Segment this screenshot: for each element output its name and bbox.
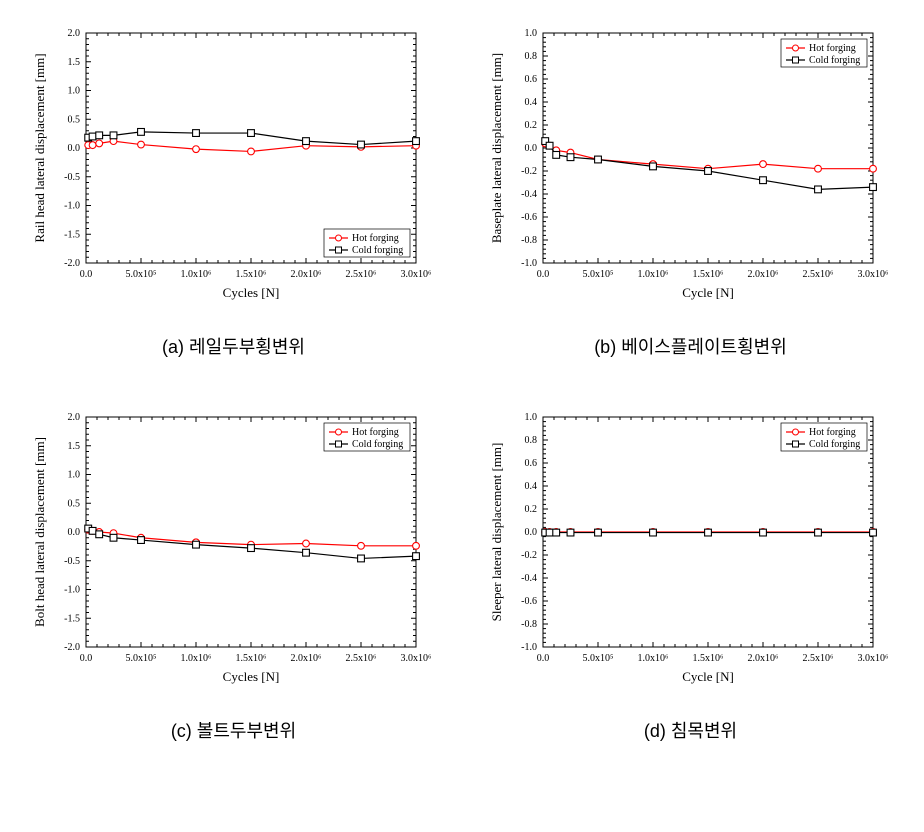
svg-text:0.0: 0.0 xyxy=(79,269,92,280)
svg-text:1.5: 1.5 xyxy=(67,57,80,68)
svg-text:0.8: 0.8 xyxy=(524,435,537,446)
svg-text:3.0x10⁶: 3.0x10⁶ xyxy=(857,653,889,664)
svg-text:Hot forging: Hot forging xyxy=(809,427,856,438)
svg-text:-0.6: -0.6 xyxy=(521,596,537,607)
svg-text:0.6: 0.6 xyxy=(524,74,537,85)
svg-text:0.0: 0.0 xyxy=(536,269,549,280)
svg-text:Hot forging: Hot forging xyxy=(352,233,399,244)
svg-text:Hot forging: Hot forging xyxy=(352,427,399,438)
svg-text:1.5x10⁶: 1.5x10⁶ xyxy=(692,653,724,664)
svg-text:0.8: 0.8 xyxy=(524,51,537,62)
svg-text:-2.0: -2.0 xyxy=(64,258,80,269)
svg-text:-0.8: -0.8 xyxy=(521,235,537,246)
svg-text:0.0: 0.0 xyxy=(524,527,537,538)
chart-a: 0.0 5.0x10⁵ 1.0x10⁶ 1.5x10⁶ 2.0x10⁶ 2.5x10⁶ 3.… xyxy=(24,15,444,315)
svg-text:-2.0: -2.0 xyxy=(64,642,80,653)
chart-caption-d: (d) 침목변위 xyxy=(644,717,737,743)
svg-text:3.0x10⁶: 3.0x10⁶ xyxy=(400,653,432,664)
y-axis-label: Baseplate lateral displacement [mm] xyxy=(489,53,504,243)
y-axis-label: Bolt head lateral displacement [mm] xyxy=(32,437,47,627)
svg-text:1.0: 1.0 xyxy=(67,86,80,97)
svg-text:0.0: 0.0 xyxy=(536,653,549,664)
x-axis-label: Cycles [N] xyxy=(222,669,279,684)
svg-text:-1.5: -1.5 xyxy=(64,613,80,624)
svg-text:1.0x10⁶: 1.0x10⁶ xyxy=(637,653,669,664)
svg-text:-0.5: -0.5 xyxy=(64,556,80,567)
svg-text:-1.0: -1.0 xyxy=(64,585,80,596)
svg-text:0.5: 0.5 xyxy=(67,498,80,509)
svg-text:2.0x10⁶: 2.0x10⁶ xyxy=(747,269,779,280)
svg-text:0.5: 0.5 xyxy=(67,114,80,125)
svg-text:5.0x10⁵: 5.0x10⁵ xyxy=(582,653,613,664)
svg-text:0.0: 0.0 xyxy=(67,143,80,154)
chart-d: 0.0 5.0x10⁵ 1.0x10⁶ 1.5x10⁶ 2.0x10⁶ 2.5x10⁶ 3.… xyxy=(481,399,901,699)
svg-text:1.0: 1.0 xyxy=(524,28,537,39)
svg-text:0.2: 0.2 xyxy=(524,120,537,131)
svg-text:0.0: 0.0 xyxy=(67,527,80,538)
chart-caption-b: (b) 베이스플레이트횡변위 xyxy=(594,333,787,359)
svg-text:1.0x10⁶: 1.0x10⁶ xyxy=(180,653,212,664)
svg-text:0.6: 0.6 xyxy=(524,458,537,469)
svg-text:Cold forging: Cold forging xyxy=(809,55,860,66)
svg-text:3.0x10⁶: 3.0x10⁶ xyxy=(857,269,889,280)
svg-text:2.5x10⁶: 2.5x10⁶ xyxy=(802,269,834,280)
svg-text:2.5x10⁶: 2.5x10⁶ xyxy=(345,653,377,664)
svg-text:2.0: 2.0 xyxy=(67,28,80,39)
chart-caption-a: (a) 레일두부횡변위 xyxy=(162,333,305,359)
svg-text:1.5x10⁶: 1.5x10⁶ xyxy=(235,269,267,280)
svg-text:3.0x10⁶: 3.0x10⁶ xyxy=(400,269,432,280)
svg-text:-0.2: -0.2 xyxy=(521,166,537,177)
svg-text:-1.0: -1.0 xyxy=(521,258,537,269)
svg-text:-1.0: -1.0 xyxy=(64,201,80,212)
svg-text:-0.8: -0.8 xyxy=(521,619,537,630)
svg-text:0.0: 0.0 xyxy=(524,143,537,154)
chart-c: 0.0 5.0x10⁵ 1.0x10⁶ 1.5x10⁶ 2.0x10⁶ 2.5x10⁶ 3.… xyxy=(24,399,444,699)
svg-text:Cold forging: Cold forging xyxy=(352,245,403,256)
svg-text:2.5x10⁶: 2.5x10⁶ xyxy=(345,269,377,280)
svg-text:Hot forging: Hot forging xyxy=(809,43,856,54)
svg-text:2.5x10⁶: 2.5x10⁶ xyxy=(802,653,834,664)
chart-cell-c: 0.0 5.0x10⁵ 1.0x10⁶ 1.5x10⁶ 2.0x10⁶ 2.5x10⁶ 3.… xyxy=(15,399,452,743)
svg-text:1.0: 1.0 xyxy=(524,412,537,423)
svg-text:1.0x10⁶: 1.0x10⁶ xyxy=(180,269,212,280)
svg-text:-0.4: -0.4 xyxy=(521,573,537,584)
svg-text:0.0: 0.0 xyxy=(79,653,92,664)
chart-cell-b: 0.0 5.0x10⁵ 1.0x10⁶ 1.5x10⁶ 2.0x10⁶ 2.5x10⁶ 3.… xyxy=(472,15,909,359)
x-axis-label: Cycles [N] xyxy=(222,285,279,300)
svg-text:1.0x10⁶: 1.0x10⁶ xyxy=(637,269,669,280)
svg-text:5.0x10⁵: 5.0x10⁵ xyxy=(125,653,156,664)
svg-text:2.0x10⁶: 2.0x10⁶ xyxy=(290,269,322,280)
svg-text:-1.5: -1.5 xyxy=(64,229,80,240)
x-axis-label: Cycle [N] xyxy=(682,285,734,300)
svg-text:0.2: 0.2 xyxy=(524,504,537,515)
chart-caption-c: (c) 볼트두부변위 xyxy=(171,717,296,743)
svg-text:5.0x10⁵: 5.0x10⁵ xyxy=(125,269,156,280)
svg-text:-0.4: -0.4 xyxy=(521,189,537,200)
svg-text:Cold forging: Cold forging xyxy=(809,439,860,450)
chart-cell-a: 0.0 5.0x10⁵ 1.0x10⁶ 1.5x10⁶ 2.0x10⁶ 2.5x10⁶ 3.… xyxy=(15,15,452,359)
svg-text:-1.0: -1.0 xyxy=(521,642,537,653)
x-axis-label: Cycle [N] xyxy=(682,669,734,684)
svg-text:-0.5: -0.5 xyxy=(64,172,80,183)
chart-grid: 0.0 5.0x10⁵ 1.0x10⁶ 1.5x10⁶ 2.0x10⁶ 2.5x10⁶ 3.… xyxy=(15,15,909,743)
svg-text:1.0: 1.0 xyxy=(67,470,80,481)
svg-text:2.0x10⁶: 2.0x10⁶ xyxy=(290,653,322,664)
svg-text:2.0: 2.0 xyxy=(67,412,80,423)
svg-text:2.0x10⁶: 2.0x10⁶ xyxy=(747,653,779,664)
svg-text:5.0x10⁵: 5.0x10⁵ xyxy=(582,269,613,280)
svg-text:-0.6: -0.6 xyxy=(521,212,537,223)
svg-text:0.4: 0.4 xyxy=(524,481,537,492)
svg-text:Cold forging: Cold forging xyxy=(352,439,403,450)
svg-text:1.5x10⁶: 1.5x10⁶ xyxy=(235,653,267,664)
chart-b: 0.0 5.0x10⁵ 1.0x10⁶ 1.5x10⁶ 2.0x10⁶ 2.5x10⁶ 3.… xyxy=(481,15,901,315)
svg-text:1.5: 1.5 xyxy=(67,441,80,452)
svg-text:-0.2: -0.2 xyxy=(521,550,537,561)
y-axis-label: Sleeper lateral displacement [mm] xyxy=(489,443,504,622)
y-axis-label: Rail head lateral displacement [mm] xyxy=(32,53,47,242)
chart-cell-d: 0.0 5.0x10⁵ 1.0x10⁶ 1.5x10⁶ 2.0x10⁶ 2.5x10⁶ 3.… xyxy=(472,399,909,743)
svg-text:1.5x10⁶: 1.5x10⁶ xyxy=(692,269,724,280)
svg-text:0.4: 0.4 xyxy=(524,97,537,108)
